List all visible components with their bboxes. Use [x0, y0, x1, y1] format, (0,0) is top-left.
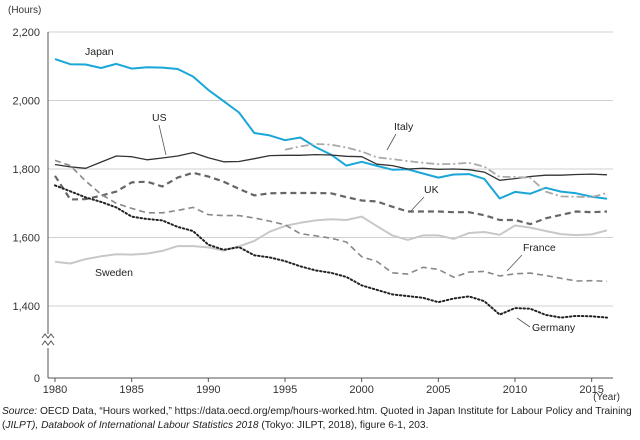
series-label-germany: Germany — [532, 322, 576, 334]
source-italic-title: JILPT), Databook of International Labour… — [5, 420, 259, 431]
y-tick-label: 1,800 — [12, 164, 40, 176]
label-leader-line — [386, 133, 397, 151]
series-label-japan: Japan — [85, 46, 114, 58]
axis-break-mark — [41, 333, 55, 339]
y-axis-unit: (Hours) — [8, 5, 41, 16]
source-note: Source: OECD Data, “Hours worked,” https… — [2, 405, 638, 433]
x-tick-label: 1990 — [196, 384, 220, 396]
label-leader-line — [409, 196, 425, 213]
label-leader-line — [158, 124, 167, 156]
y-tick-label: 0 — [34, 373, 40, 385]
series-line-germany — [54, 184, 608, 319]
x-tick-label: 2000 — [349, 384, 373, 396]
gridlines — [48, 31, 613, 307]
axis-break-mark — [41, 340, 55, 346]
axes: 0 1,400 1,600 1,800 2,000 2,200 (Hours) 1980 198… — [8, 5, 620, 403]
y-tick-label: 1,600 — [12, 233, 40, 245]
series-label-italy: Italy — [394, 121, 414, 133]
series-line-uk — [54, 171, 608, 226]
source-prefix: Source: — [2, 406, 38, 417]
source-text-2: (Tokyo: JILPT, 2018), figure 6-1, 203. — [258, 420, 429, 431]
x-axis-unit: (Year) — [593, 392, 620, 403]
y-tick-label: 1,400 — [12, 301, 40, 313]
y-tick-label: 2,200 — [12, 27, 40, 39]
series-label-france: France — [523, 242, 556, 254]
series-label-uk: UK — [424, 184, 439, 196]
series-label-sweden: Sweden — [95, 267, 133, 279]
label-leader-line — [516, 317, 531, 328]
series-lines — [54, 58, 608, 319]
x-tick-label: 1985 — [119, 384, 143, 396]
series-labels: Japan US Italy UK Sweden France Germany — [85, 46, 576, 334]
series-line-france — [54, 159, 608, 283]
series-line-italy — [284, 143, 608, 198]
series-line-us — [54, 151, 608, 181]
series-label-us: US — [152, 112, 167, 124]
x-tick-label: 2015 — [579, 384, 603, 396]
x-tick-label: 1995 — [273, 384, 297, 396]
series-line-sweden — [54, 215, 608, 265]
y-tick-label: 2,000 — [12, 96, 40, 108]
x-tick-label: 2010 — [503, 384, 527, 396]
x-tick-label: 2005 — [426, 384, 450, 396]
source-text-1: OECD Data, “Hours worked,” https://data.… — [2, 406, 632, 431]
label-leader-line — [506, 254, 523, 272]
x-tick-label: 1980 — [43, 384, 67, 396]
